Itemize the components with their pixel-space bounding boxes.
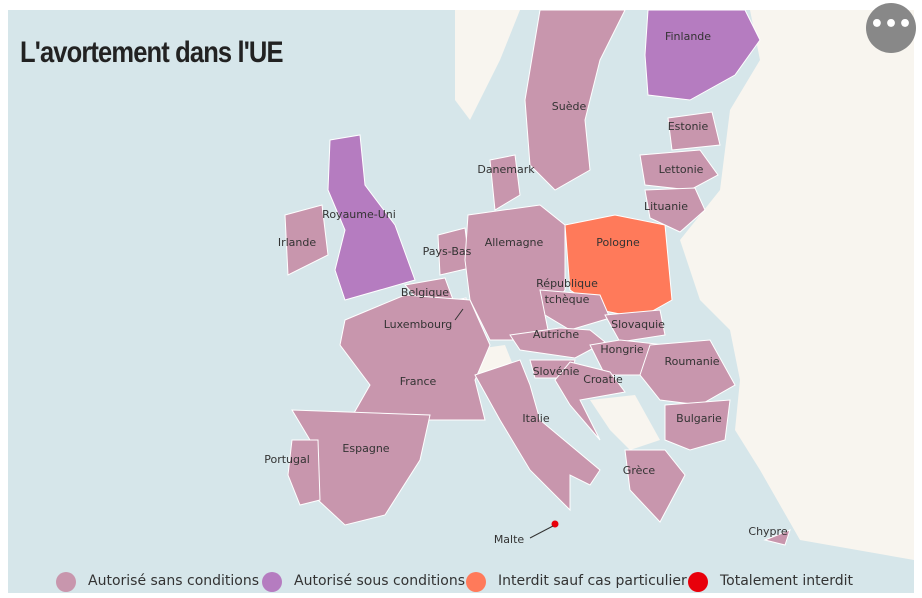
- country-label: Royaume-Uni: [322, 208, 396, 221]
- country-label: Bulgarie: [676, 412, 722, 425]
- country-shape: [554, 361, 626, 441]
- country-dot: [551, 520, 559, 528]
- country-shape: [667, 111, 721, 151]
- non-eu-land: [600, 10, 914, 560]
- balkans: [590, 395, 660, 450]
- country-label: Irlande: [277, 236, 317, 249]
- country-label: Autriche: [532, 328, 580, 341]
- country-shape: [464, 204, 566, 341]
- legend-swatch: [688, 572, 708, 592]
- country-label: Slovénie: [532, 365, 580, 378]
- title: L'avortement dans l'UE: [20, 36, 284, 69]
- country-shape: [474, 359, 601, 512]
- country-label: Danemark: [477, 163, 535, 176]
- country-label: Croatie: [583, 373, 623, 386]
- country-shape: [489, 154, 521, 211]
- country-shape: [664, 399, 731, 451]
- country-label: Estonie: [667, 120, 709, 133]
- country-shape: [763, 529, 791, 546]
- country-shape: [339, 294, 491, 431]
- norway: [455, 10, 520, 120]
- country-label: Chypre: [748, 525, 788, 538]
- country-label: Pologne: [596, 236, 640, 249]
- country-label: Pays-Bas: [422, 245, 472, 258]
- legend-label: Autorisé sans conditions: [88, 573, 260, 589]
- country-label: République tchèque: [536, 277, 598, 306]
- legend-swatch: [466, 572, 486, 592]
- country-shape: [644, 187, 706, 233]
- country-label: Italie: [522, 412, 550, 425]
- legend-swatch: [262, 572, 282, 592]
- country-label: Finlande: [664, 30, 712, 43]
- legend-swatch: [56, 572, 76, 592]
- country-label: Lettonie: [658, 163, 704, 176]
- country-shape: [644, 9, 761, 101]
- country-shape: [639, 149, 719, 191]
- country-shape: [284, 204, 329, 276]
- countries: [284, 9, 791, 546]
- country-label: Allemagne: [484, 236, 544, 249]
- country-shape: [624, 449, 686, 523]
- country-label: Belgique: [400, 286, 450, 299]
- country-shape: [539, 289, 611, 331]
- country-label: Luxembourg: [383, 318, 453, 331]
- legend-label: Totalement interdit: [720, 573, 854, 589]
- country-label: Espagne: [342, 442, 390, 455]
- country-label: Malte: [493, 533, 525, 546]
- country-label: Suède: [551, 100, 587, 113]
- country-label: Portugal: [264, 453, 310, 466]
- country-label: Roumanie: [664, 355, 720, 368]
- country-shape: [524, 9, 626, 191]
- menu-button[interactable]: •••: [866, 3, 916, 53]
- country-label: Lituanie: [643, 200, 689, 213]
- leader-line: [454, 308, 464, 321]
- country-shape: [287, 439, 321, 506]
- legend-label: Interdit sauf cas particulier: [498, 573, 687, 589]
- country-label: France: [399, 375, 437, 388]
- country-label: Slovaquie: [611, 318, 665, 331]
- country-label: Grèce: [622, 464, 656, 477]
- country-shape: [604, 309, 666, 343]
- country-label: Hongrie: [600, 343, 644, 356]
- country-shape: [327, 134, 416, 301]
- legend-label: Autorisé sous conditions: [294, 573, 466, 589]
- leader-line: [529, 525, 554, 539]
